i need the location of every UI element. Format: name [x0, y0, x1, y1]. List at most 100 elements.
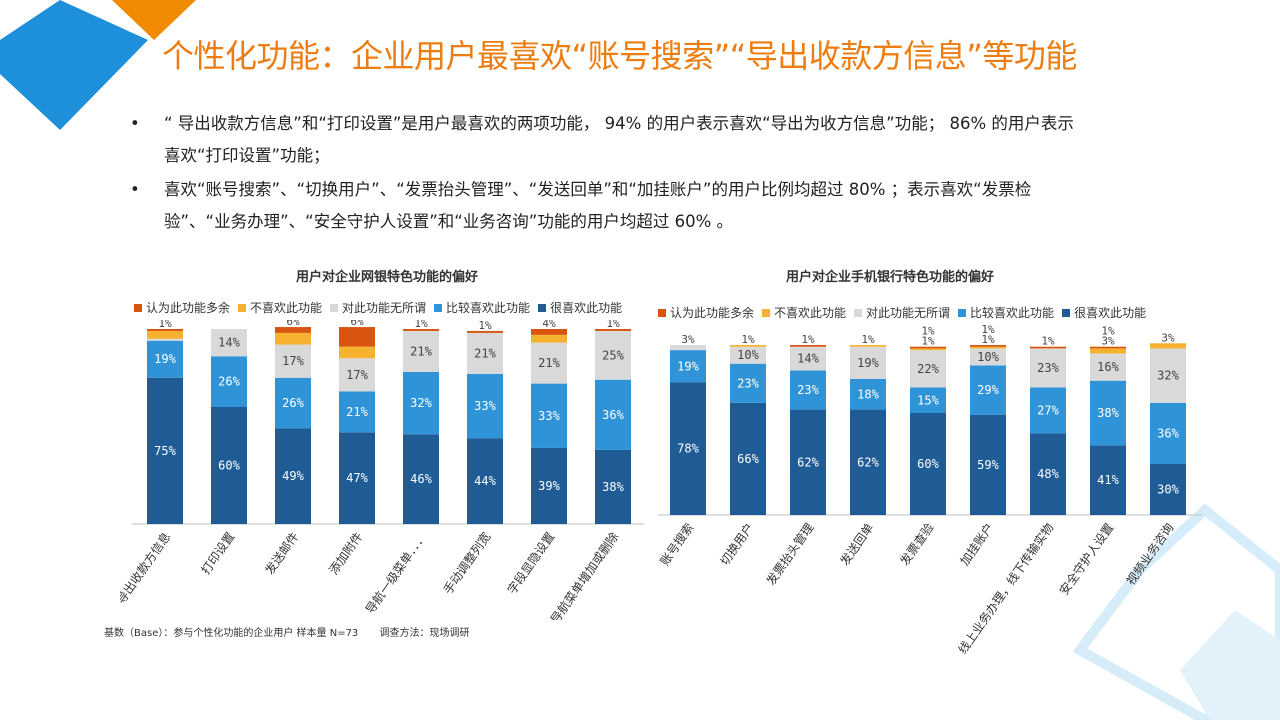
data-label: 25% [602, 348, 624, 362]
footnote: 基数（Base）：参与个性化功能的企业用户 样本量 N=73 调查方法：现场调研 [104, 624, 487, 639]
data-label: 15% [917, 393, 939, 407]
data-label: 1% [478, 320, 492, 332]
category-label: 发票抬头管理 [763, 520, 817, 588]
bullet-text-line: 喜欢“账号搜索”、“切换用户”、“发票抬头管理”、“发送回单”和“加挂账户”的用… [164, 180, 1032, 199]
data-label: 1% [158, 320, 172, 330]
data-label: 19% [677, 359, 699, 373]
category-label: 发送回单 [837, 520, 877, 568]
bar-segment [1150, 464, 1186, 515]
category-label: 账号搜索 [657, 520, 697, 568]
bar-segment [275, 344, 311, 378]
legend-label: 很喜欢此功能 [1074, 306, 1147, 320]
legend-label: 对此功能无所谓 [342, 301, 427, 315]
bar-segment [730, 363, 766, 403]
bar-stack: 49%26%17%6%3% [275, 320, 311, 524]
bar-segment [670, 350, 706, 383]
bar-segment [910, 350, 946, 388]
chart-title: 用户对企业网银特色功能的偏好 [295, 270, 478, 285]
legend-item: 认为此功能多余 [134, 299, 230, 316]
data-label: 41% [1097, 473, 1119, 487]
data-label: 62% [797, 455, 819, 469]
category-label: 手动调整列宽 [440, 529, 494, 597]
bar-segment [1030, 433, 1066, 515]
data-label: 33% [538, 409, 560, 423]
data-label: 59% [977, 458, 999, 472]
legend-swatch [538, 303, 547, 312]
chart-legend: 认为此功能多余 不喜欢此功能 对此功能无所谓 比较喜欢此功能 很喜欢此功能 [134, 299, 630, 316]
data-label: 36% [1157, 426, 1179, 440]
data-label: 29% [977, 383, 999, 397]
bar-segment [403, 330, 439, 372]
page-title: 个性化功能：企业用户最喜欢“账号搜索”“导出收款方信息”等功能 [162, 37, 1077, 75]
legend-label: 很喜欢此功能 [550, 301, 623, 315]
legend-swatch [762, 308, 771, 317]
legend-swatch [330, 303, 339, 312]
bar-segment [211, 356, 247, 407]
category-label: 导航菜单增加或删除 [547, 529, 621, 620]
bar-stack: 75%19%1%4%1% [147, 320, 183, 524]
category-label: 视频业务咨询 [1123, 520, 1177, 588]
bar-segment [910, 346, 946, 349]
legend-item: 比较喜欢此功能 [434, 299, 530, 316]
data-label: 6% [286, 320, 300, 328]
bar-stack: 59% 29% 10% 1%1% [970, 325, 1006, 515]
category-label: 打印设置 [198, 530, 237, 577]
bar-stack: 44% 33% 21% 1% [467, 320, 503, 524]
bar-segment [970, 345, 1006, 347]
category-label: 导出收款方信息 [120, 529, 173, 606]
bullet-symbol: • [130, 180, 140, 199]
bar-segment [1030, 387, 1066, 434]
legend-swatch [958, 308, 967, 317]
bar-segment [531, 342, 567, 384]
bar-segment [910, 413, 946, 515]
data-label: 18% [857, 387, 879, 401]
bar-segment [1150, 348, 1186, 403]
bar-segment [1090, 348, 1126, 354]
data-label: 17% [346, 368, 368, 382]
category-label: 添加附件 [326, 530, 365, 577]
legend-label: 比较喜欢此功能 [970, 306, 1055, 320]
bar-stack: 62% 18% 19% 1% [850, 333, 886, 515]
bar-segment [790, 346, 826, 371]
chart-title: 用户对企业手机银行特色功能的偏好 [785, 270, 994, 285]
data-label: 21% [346, 405, 368, 419]
bar-segment [850, 346, 886, 379]
data-label: 38% [602, 480, 624, 494]
data-label: 3% [681, 333, 695, 346]
bar-segment [1030, 346, 1066, 349]
data-label: 19% [154, 352, 176, 366]
data-label: 1% [861, 333, 875, 346]
data-label: 26% [282, 396, 304, 410]
bar-segment [467, 438, 503, 524]
bar-segment [275, 377, 311, 429]
data-label: 32% [410, 396, 432, 410]
category-label: 发票查验 [897, 520, 937, 568]
bar-segment [670, 382, 706, 515]
bar-segment [970, 346, 1006, 349]
bar-segment [147, 330, 183, 339]
bar-segment [1090, 380, 1126, 446]
bar-segment [595, 330, 631, 380]
bar-stack: 48% 27% 23% 1% [1030, 335, 1066, 515]
footnote-base: 基数（Base）：参与个性化功能的企业用户 样本量 N=73 [104, 628, 359, 639]
category-label: 切换用户 [717, 520, 757, 568]
data-label: 23% [797, 383, 819, 397]
data-label: 27% [1037, 403, 1059, 417]
bar-segment [970, 414, 1006, 515]
bar-chart-online-banking: 75% 19% 1% 4% 1% 导出收款方信息 60% 26% 14% 打印设置 49% 26% 17… [120, 320, 644, 620]
bar-segment [531, 447, 567, 524]
bar-stack: 30% 36% 32% 3% [1150, 331, 1186, 515]
data-label: 1% [801, 333, 815, 346]
legend-item: 不喜欢此功能 [762, 304, 846, 321]
corner-decoration-bottom [1072, 503, 1280, 720]
bar-segment [850, 409, 886, 515]
chart-legend: 认为此功能多余 不喜欢此功能 对此功能无所谓 比较喜欢此功能 很喜欢此功能 [658, 304, 1154, 321]
bar-segment [850, 379, 886, 410]
data-label: 26% [218, 375, 240, 389]
footnote-method: 调查方法：现场调研 [379, 628, 470, 639]
bar-segment [339, 327, 375, 347]
bar-segment [1030, 348, 1066, 388]
legend-label: 对此功能无所谓 [866, 306, 951, 320]
bullet-item: • 喜欢“账号搜索”、“切换用户”、“发票抬头管理”、“发送回单”和“加挂账户”… [130, 174, 1200, 238]
legend-item: 认为此功能多余 [658, 304, 754, 321]
